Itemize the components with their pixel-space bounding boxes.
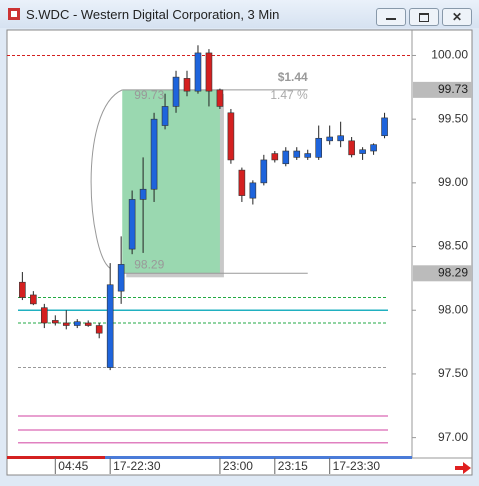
price-label: 99.73	[438, 82, 468, 96]
candle-body	[84, 322, 92, 326]
candle-body	[183, 78, 191, 92]
candle-body	[106, 284, 114, 368]
candle-body	[227, 112, 235, 161]
candle-body	[293, 150, 301, 158]
maximize-button[interactable]	[409, 8, 439, 26]
candle-body	[370, 144, 377, 152]
measure-high-label: 99.73	[134, 88, 164, 102]
x-tick-label: 23:15	[278, 459, 308, 473]
price-label: 98.29	[438, 265, 468, 279]
candle-body	[30, 294, 37, 305]
y-tick-label: 98.50	[438, 239, 468, 253]
x-tick-label: 23:00	[223, 459, 253, 473]
candle-body	[359, 149, 366, 154]
measure-box	[122, 89, 220, 274]
candle-body	[117, 264, 125, 292]
measure-change: $1.44	[278, 70, 308, 84]
price-label-box	[413, 81, 472, 98]
candle-body	[260, 159, 268, 184]
candle-body	[41, 307, 48, 324]
candle-body	[238, 169, 246, 196]
candle-body	[139, 188, 147, 200]
x-tick-label: 17-22:30	[113, 459, 161, 473]
y-tick-label: 99.50	[438, 111, 468, 125]
candle-body	[95, 325, 103, 334]
session-strip	[105, 456, 412, 459]
y-tick-label: 100.00	[431, 48, 468, 62]
app-icon	[8, 8, 20, 20]
candle-body	[51, 320, 59, 324]
y-tick-label: 97.00	[438, 430, 468, 444]
candle-body	[381, 117, 388, 137]
x-tick-label: 17-23:30	[333, 459, 381, 473]
chart: 97.00 97.50 98.00 98.50 99.00 99.50 100.00 04:4…	[6, 29, 473, 476]
candle-body	[194, 52, 202, 92]
candle-body	[271, 153, 279, 161]
candle-body	[150, 118, 158, 190]
window-title: S.WDC - Western Digital Corporation, 3 M…	[26, 7, 280, 22]
candle-body	[337, 135, 344, 142]
minimize-button[interactable]	[376, 8, 406, 26]
candle-body	[282, 150, 290, 165]
y-tick-label: 97.50	[438, 366, 468, 380]
price-label-box	[413, 265, 472, 282]
candle-body	[73, 321, 81, 326]
candle-body	[304, 153, 312, 158]
measure-percent: 1.47 %	[270, 88, 308, 102]
candle-body	[326, 136, 333, 142]
candle-body	[62, 322, 70, 326]
candle-body	[19, 281, 26, 298]
close-button[interactable]: ✕	[442, 8, 472, 26]
y-tick-label: 99.00	[438, 175, 468, 189]
scroll-arrow[interactable]	[455, 462, 471, 474]
session-strip	[7, 456, 105, 459]
y-tick-label: 98.00	[438, 302, 468, 316]
candle-body	[172, 76, 180, 107]
candle-body	[249, 182, 257, 199]
candle-body	[128, 199, 136, 250]
title-bar: S.WDC - Western Digital Corporation, 3 M…	[0, 0, 479, 28]
x-tick-label: 04:45	[58, 459, 88, 473]
candle-body	[161, 106, 169, 126]
candle-body	[205, 52, 213, 92]
measure-low-label: 98.29	[134, 257, 164, 271]
measure-arc	[90, 89, 123, 269]
chart-frame	[6, 29, 473, 476]
candle-body	[348, 140, 355, 156]
candle-body	[315, 137, 323, 158]
candle-body	[216, 89, 224, 107]
